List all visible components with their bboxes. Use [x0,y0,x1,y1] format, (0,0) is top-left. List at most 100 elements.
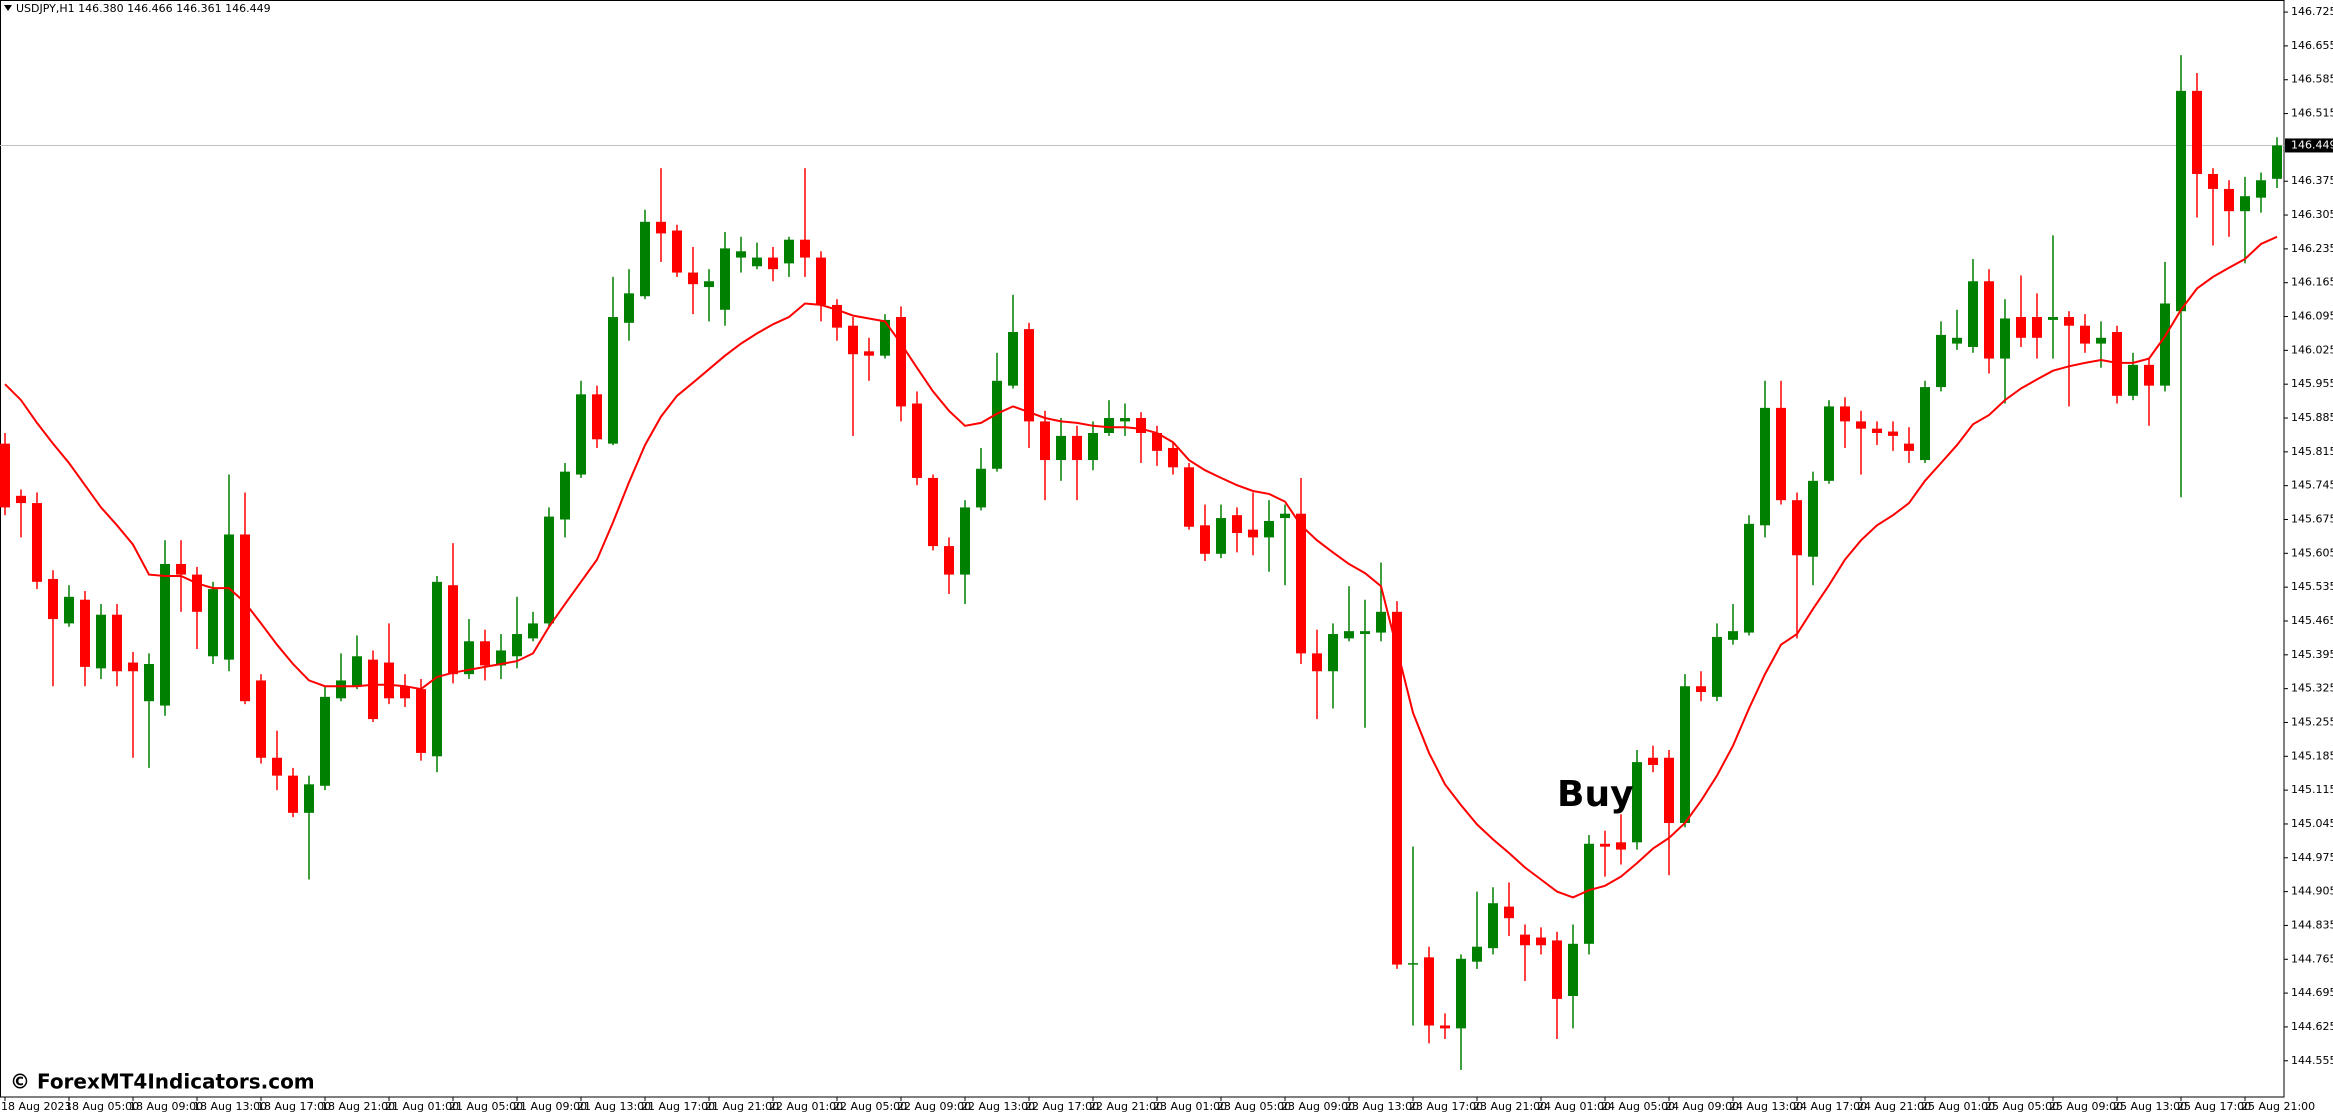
symbol-menu-icon[interactable] [4,5,12,11]
candle-body-up [1360,631,1370,635]
candle-body-up [1920,387,1930,461]
candle-body-up [1376,611,1386,633]
candle-body-up [1472,946,1482,962]
candle-body-up [1216,518,1226,554]
candle-body-down [864,351,874,356]
candle-body-down [672,230,682,273]
price-label: 146.449 [2291,138,2333,151]
candle-body-down [1872,428,1882,434]
candle-body-down [656,221,666,234]
y-tick-label: 145.885 [2291,411,2333,424]
candle-body-down [1616,842,1626,850]
candle-body-up [464,641,474,675]
y-tick-label: 146.515 [2291,107,2333,120]
candle-body-down [2064,317,2074,326]
y-tick-label: 146.235 [2291,242,2333,255]
candle-body-down [448,585,458,675]
candle-body-up [1712,636,1722,697]
candle-body-down [2192,90,2202,174]
y-tick-label: 145.955 [2291,377,2333,390]
candle-body-up [1008,331,1018,386]
candle-body-up [512,634,522,657]
candle-body-up [1456,958,1466,1029]
x-tick-label: 24 Aug 21:00 [1857,1100,1931,1113]
candle-body-up [336,680,346,699]
candle-body-up [752,257,762,267]
candle-body-up [1328,634,1338,672]
candle-body-up [144,663,154,702]
x-tick-label: 21 Aug 13:00 [577,1100,651,1113]
candle-body-down [1664,757,1674,823]
candle-body-down [944,546,954,575]
x-tick-label: 22 Aug 09:00 [897,1100,971,1113]
candle-body-up [2096,337,2106,344]
candle-body-down [1168,447,1178,468]
x-tick-label: 18 Aug 09:00 [129,1100,203,1113]
y-tick-label: 145.675 [2291,513,2333,526]
x-tick-label: 25 Aug 13:00 [2113,1100,2187,1113]
candle-body-down [1840,406,1850,422]
candle-body-up [432,581,442,757]
y-tick-label: 145.465 [2291,614,2333,627]
candle-body-up [2048,317,2058,320]
candle-body-down [1696,686,1706,693]
candle-body-down [1232,515,1242,534]
candle-body-down [800,239,810,258]
x-tick-label: 23 Aug 13:00 [1345,1100,1419,1113]
candle-body-up [528,623,538,639]
candle-body-up [1824,406,1834,481]
candle-body-up [608,317,618,444]
candle-body-up [736,251,746,258]
candle-body-up [2256,180,2266,198]
candle-body-down [32,503,42,582]
y-tick-label: 144.765 [2291,952,2333,965]
candle-body-up [1280,513,1290,519]
y-tick-label: 145.605 [2291,546,2333,559]
candle-body-down [384,662,394,699]
annotation: Buy [1557,774,1634,815]
candle-body-up [576,394,586,475]
candle-body-down [848,325,858,355]
candle-body-down [1184,467,1194,527]
candle-body-down [2080,325,2090,344]
candle-body-down [288,775,298,813]
candle-body-down [1440,1025,1450,1029]
candle-body-down [176,563,186,575]
candle-body-up [1056,435,1066,461]
y-tick-label: 146.095 [2291,310,2333,323]
candle-body-up [2272,145,2282,179]
candle-body-down [1248,529,1258,538]
y-tick-label: 145.395 [2291,648,2333,661]
x-tick-label: 25 Aug 05:00 [1985,1100,2059,1113]
y-tick-label: 145.115 [2291,783,2333,796]
candle-body-down [416,689,426,753]
candle-body-up [1568,943,1578,996]
candle-body-down [1792,500,1802,556]
candle-body-up [1104,418,1114,434]
x-tick-label: 25 Aug 17:00 [2177,1100,2251,1113]
candle-body-down [928,477,938,547]
candle-body-up [352,656,362,687]
candle-body-down [1888,431,1898,436]
y-tick-label: 144.975 [2291,851,2333,864]
x-tick-label: 21 Aug 17:00 [641,1100,715,1113]
x-tick-label: 23 Aug 09:00 [1281,1100,1355,1113]
candle-body-down [1600,843,1610,847]
candle-body-down [1024,329,1034,422]
x-tick-label: 22 Aug 05:00 [833,1100,907,1113]
candle-body-up [2000,318,2010,359]
x-tick-label: 21 Aug 21:00 [705,1100,779,1113]
watermark: © ForexMT4Indicators.com [10,1070,315,1094]
y-tick-label: 146.585 [2291,73,2333,86]
candle-body-down [896,317,906,407]
x-tick-label: 21 Aug 09:00 [513,1100,587,1113]
candle-body-up [704,281,714,288]
x-tick-label: 18 Aug 13:00 [193,1100,267,1113]
candle-body-down [1152,433,1162,451]
x-tick-label: 23 Aug 05:00 [1217,1100,1291,1113]
candle-body-down [128,662,138,672]
y-tick-label: 146.725 [2291,5,2333,18]
x-tick-label: 21 Aug 05:00 [449,1100,523,1113]
x-tick-label: 25 Aug 01:00 [1921,1100,1995,1113]
